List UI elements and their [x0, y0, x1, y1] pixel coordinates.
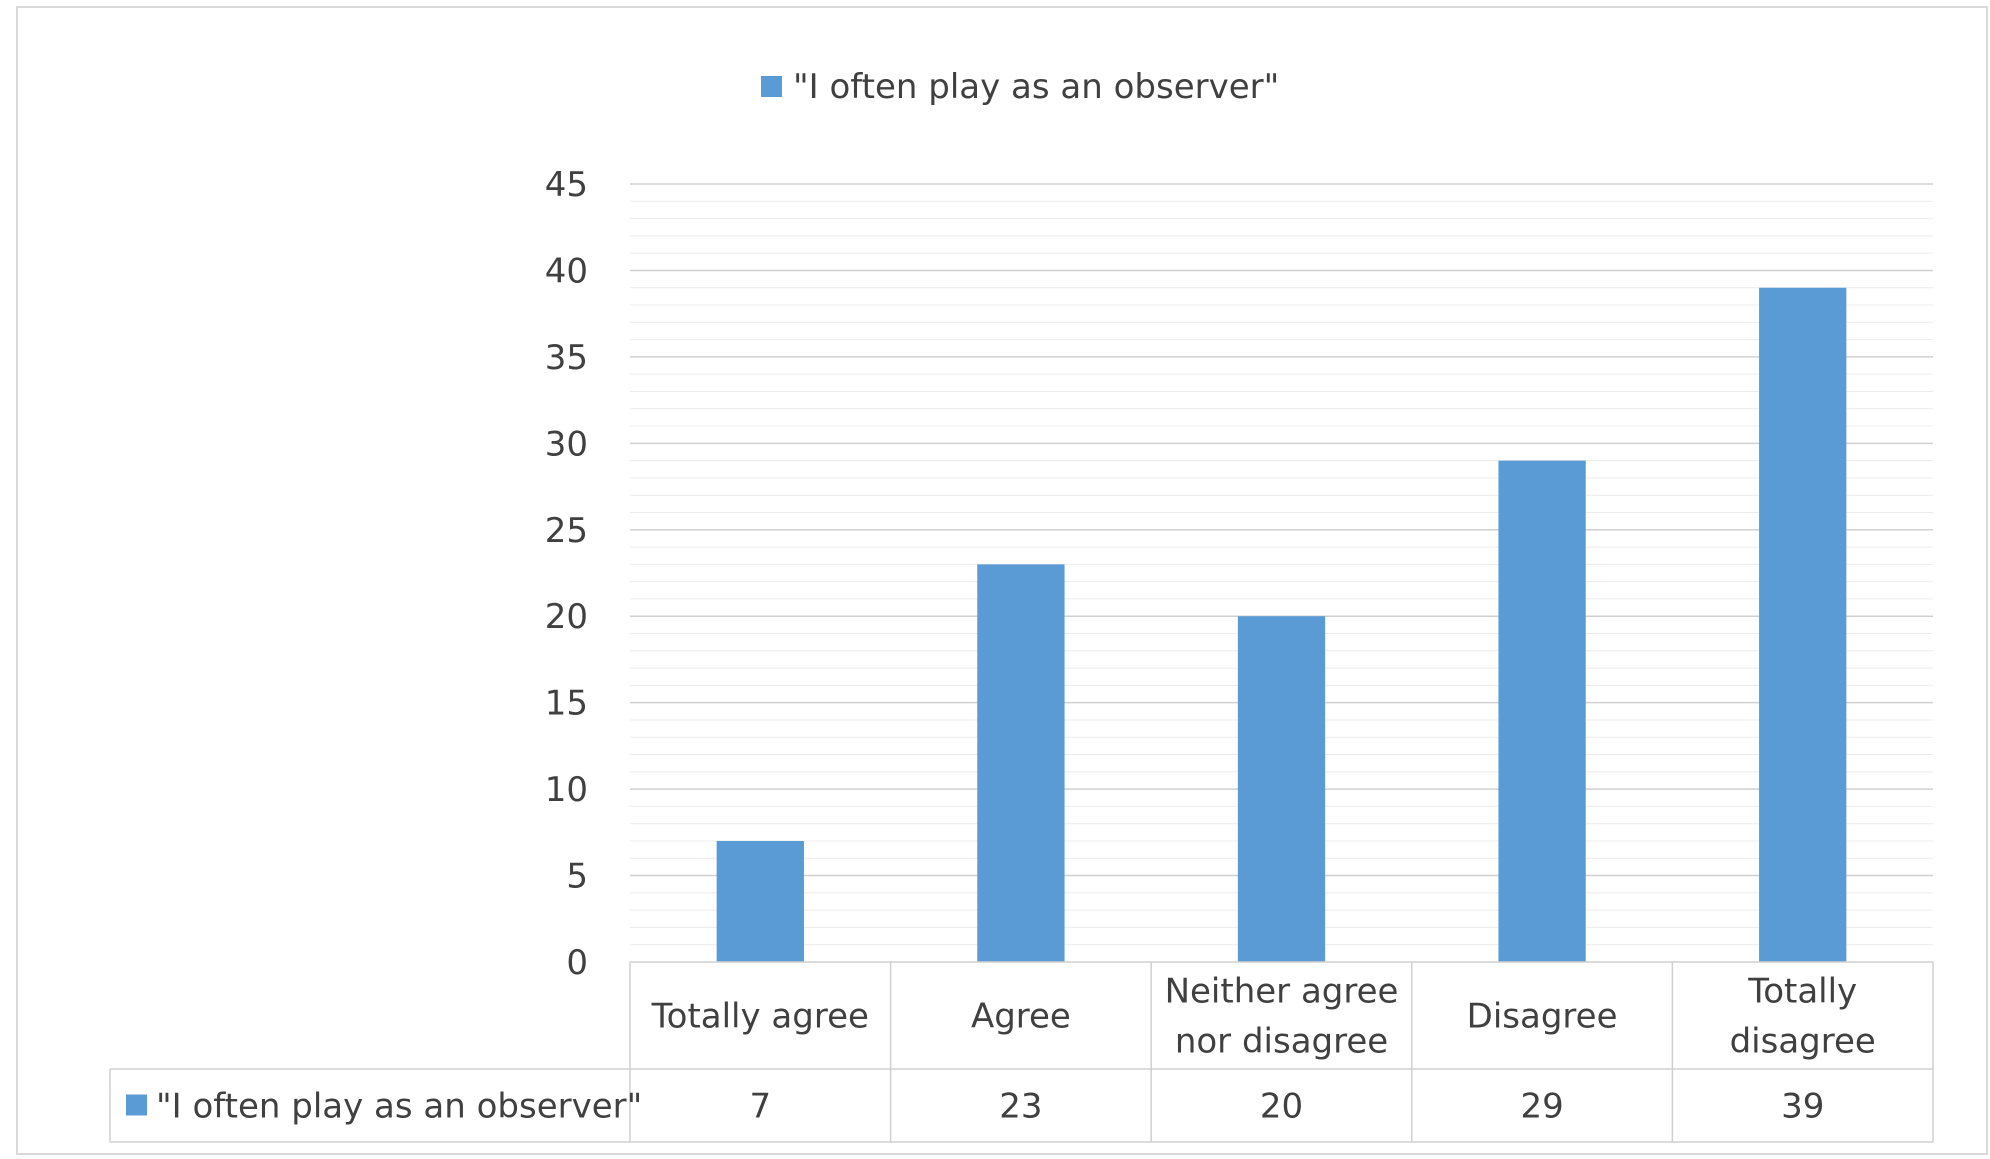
y-tick-label: 30: [545, 424, 588, 464]
y-tick-label: 5: [566, 857, 588, 897]
table-value-cell: 23: [999, 1087, 1042, 1127]
chart-frame: 0 5 10 15 20 25 30 35 40 45 "I often play as an o…: [16, 6, 1988, 1155]
table-grid-lines: [109, 961, 1934, 1143]
y-tick-label: 10: [545, 770, 588, 810]
y-tick-label: 35: [545, 338, 588, 378]
legend-label: "I often play as an observer": [793, 67, 1279, 107]
category-label: Neither agree: [1165, 972, 1399, 1012]
data-table: Totally agree Agree Neither agree nor disag…: [109, 961, 1934, 1143]
bars: [716, 287, 1847, 962]
category-label: disagree: [1730, 1022, 1876, 1062]
y-axis-ticks: 0 5 10 15 20 25 30 35 40 45: [545, 165, 588, 983]
table-value-cell: 20: [1260, 1087, 1303, 1127]
y-tick-label: 0: [566, 943, 588, 983]
y-tick-label: 15: [545, 684, 588, 724]
category-label: Totally: [1747, 972, 1857, 1012]
table-values: 7 23 20 29 39: [749, 1087, 1824, 1127]
y-tick-label: 25: [545, 511, 588, 551]
y-tick-label: 20: [545, 597, 588, 637]
bar[interactable]: [716, 840, 804, 962]
bar[interactable]: [1759, 287, 1847, 962]
table-value-cell: 29: [1520, 1087, 1563, 1127]
table-series-label: "I often play as an observer": [156, 1087, 642, 1127]
y-tick-label: 45: [545, 165, 588, 205]
table-category-labels: Totally agree Agree Neither agree nor disag…: [651, 972, 1876, 1062]
table-value-cell: 39: [1781, 1087, 1824, 1127]
bar[interactable]: [977, 564, 1065, 962]
category-label: Agree: [971, 997, 1071, 1037]
category-label: Totally agree: [651, 997, 869, 1037]
legend-swatch: [761, 76, 782, 97]
category-label: nor disagree: [1175, 1022, 1388, 1062]
legend-top[interactable]: "I often play as an observer": [761, 67, 1279, 107]
y-tick-label: 40: [545, 251, 588, 291]
chart-svg: 0 5 10 15 20 25 30 35 40 45 "I often play as an o…: [109, 67, 1934, 1143]
category-label: Disagree: [1467, 997, 1618, 1037]
bar[interactable]: [1237, 616, 1326, 962]
bar[interactable]: [1498, 460, 1586, 962]
table-legend-swatch: [126, 1094, 147, 1116]
table-value-cell: 7: [749, 1087, 771, 1127]
